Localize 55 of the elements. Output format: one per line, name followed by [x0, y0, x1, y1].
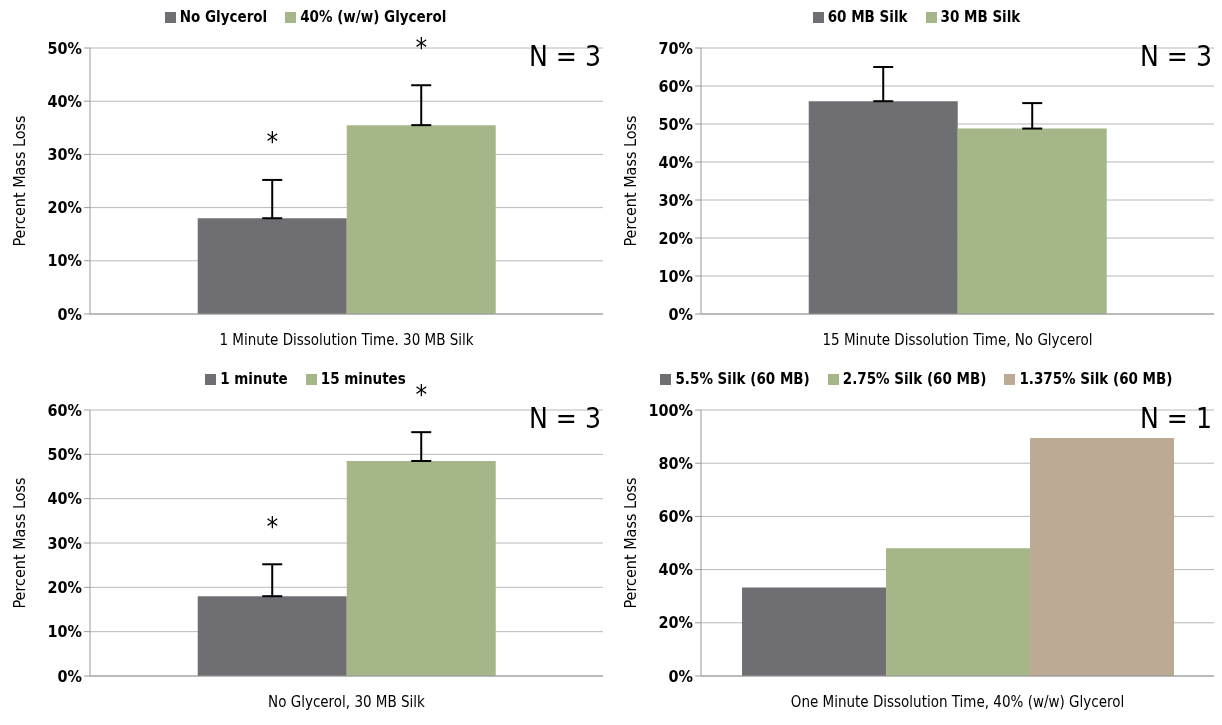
y-axis-title: Percent Mass Loss — [9, 115, 29, 247]
y-tick-label: 10% — [47, 622, 82, 642]
y-tick-label: 0% — [668, 666, 693, 686]
annotation: N = 3 — [529, 40, 601, 73]
y-tick-label: 0% — [57, 304, 82, 324]
y-tick-label: 60% — [658, 76, 693, 96]
y-tick-label: 50% — [47, 38, 82, 58]
annotation: * — [266, 127, 279, 158]
y-tick-label: 100% — [648, 400, 693, 420]
legend-label: 2.75% Silk (60 MB) — [841, 370, 987, 388]
annotation: N = 1 — [1140, 402, 1212, 435]
y-tick-label: 0% — [57, 666, 82, 686]
y-tick-label: 10% — [47, 251, 82, 271]
legend-label: 1.375% Silk (60 MB) — [1018, 370, 1173, 388]
y-tick-label: 10% — [658, 266, 693, 286]
x-tick-label: One Minute Dissolution Time, 40% (w/w) Glycerol — [790, 692, 1125, 711]
legend-label: 15 minutes — [319, 370, 406, 388]
y-tick-label: 40% — [658, 152, 693, 172]
x-tick-label: 1 Minute Dissolution Time. 30 MB Silk — [219, 330, 474, 349]
legend-label: 30 MB Silk — [939, 8, 1021, 26]
annotation: N = 3 — [1140, 40, 1212, 73]
y-tick-label: 50% — [658, 114, 693, 134]
y-tick-label: 80% — [658, 453, 693, 473]
annotation: * — [415, 32, 428, 63]
y-tick-label: 70% — [658, 38, 693, 58]
y-tick-label: 60% — [47, 400, 82, 420]
y-tick-label: 40% — [47, 91, 82, 111]
legend-label: 40% (w/w) Glycerol — [299, 8, 447, 26]
x-tick-label: 15 Minute Dissolution Time, No Glycerol — [822, 330, 1093, 349]
y-axis-title: Percent Mass Loss — [9, 477, 29, 609]
annotation: N = 3 — [529, 402, 601, 435]
y-tick-label: 30% — [47, 145, 82, 165]
y-tick-label: 50% — [47, 445, 82, 465]
bar — [1030, 437, 1175, 676]
bar — [742, 587, 887, 676]
legend-label: No Glycerol — [178, 8, 268, 26]
y-axis-title: Percent Mass Loss — [620, 477, 640, 609]
y-tick-label: 60% — [658, 507, 693, 527]
annotation: * — [266, 511, 279, 542]
y-tick-label: 30% — [47, 533, 82, 553]
y-tick-label: 40% — [47, 489, 82, 509]
y-tick-label: 20% — [47, 578, 82, 598]
y-tick-label: 0% — [668, 304, 693, 324]
legend-label: 5.5% Silk (60 MB) — [674, 370, 810, 388]
legend-label: 1 minute — [219, 370, 288, 388]
y-tick-label: 20% — [47, 198, 82, 218]
y-tick-label: 40% — [658, 560, 693, 580]
legend-label: 60 MB Silk — [826, 8, 908, 26]
y-tick-label: 20% — [658, 228, 693, 248]
y-axis-title: Percent Mass Loss — [620, 115, 640, 247]
text: * — [415, 379, 428, 410]
x-tick-label: No Glycerol, 30 MB Silk — [268, 692, 426, 711]
y-tick-label: 30% — [658, 190, 693, 210]
bar — [886, 548, 1031, 676]
y-tick-label: 20% — [658, 613, 693, 633]
